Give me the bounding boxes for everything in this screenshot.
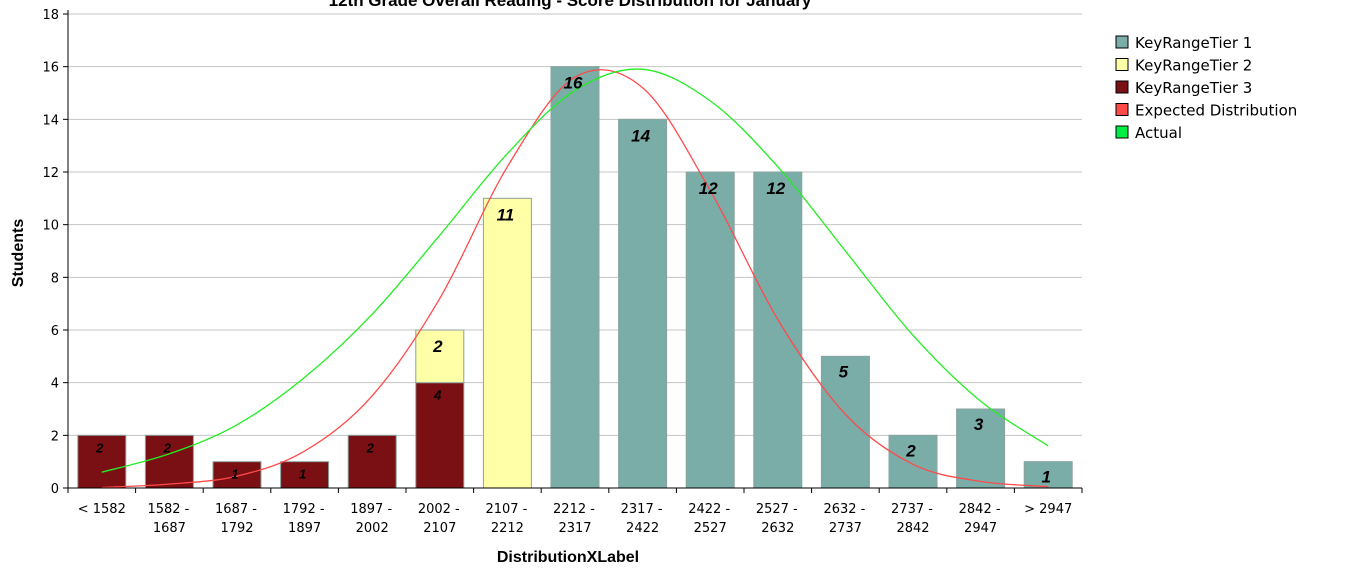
bar [753, 171, 803, 489]
bar [550, 66, 600, 489]
bar-label: 1 [299, 467, 306, 482]
x-tick-label: > 2947 [1024, 502, 1072, 517]
legend-label: KeyRangeTier 3 [1135, 79, 1252, 97]
bar-label: 4 [433, 388, 442, 403]
y-axis-title: Students [10, 219, 27, 288]
bar-label: 14 [631, 126, 650, 145]
axes [63, 10, 1083, 493]
x-tick-label: 1582 - [147, 502, 189, 517]
x-tick-label: 2737 [829, 521, 862, 536]
x-tick-label: 2527 [694, 521, 727, 536]
x-tick-label: 2317 - [621, 502, 663, 517]
bar-label: 3 [974, 415, 984, 434]
y-tick-label: 18 [42, 8, 59, 23]
bar [77, 434, 127, 489]
x-tick-label: 2212 [491, 521, 524, 536]
x-tick-label: 2527 - [756, 502, 798, 517]
line-expected-distribution [101, 69, 1049, 489]
y-tick-label: 2 [51, 429, 59, 444]
x-tick-label: 1687 - [215, 502, 257, 517]
bar-label: 11 [497, 205, 515, 224]
bar-label: 1 [231, 467, 238, 482]
bar-label: 12 [699, 179, 718, 198]
x-tick-label: 2842 [896, 521, 929, 536]
x-tick-label: 2947 [964, 521, 997, 536]
legend-swatch [1115, 80, 1129, 94]
bar [956, 408, 1006, 489]
x-tick-label: 1792 [220, 521, 253, 536]
x-tick-label: 2422 [626, 521, 659, 536]
x-axis-title: DistributionXLabel [497, 549, 639, 566]
y-tick-label: 8 [51, 271, 59, 286]
y-tick-label: 10 [42, 219, 59, 234]
bar [415, 382, 465, 489]
bar [685, 171, 735, 489]
bar [1023, 461, 1073, 489]
bar-label: 16 [564, 74, 583, 93]
x-tick-label: 1897 [288, 521, 321, 536]
bar-label: 2 [366, 440, 375, 455]
y-tick-label: 6 [51, 324, 59, 339]
bar-label: 2 [163, 440, 172, 455]
x-tick-label: 2632 [761, 521, 794, 536]
bar [618, 118, 668, 489]
legend-swatch [1115, 125, 1129, 139]
legend-label: KeyRangeTier 1 [1135, 34, 1252, 52]
x-tick-label: 2212 - [553, 502, 595, 517]
y-tick-label: 14 [42, 113, 59, 128]
legend-label: Expected Distribution [1135, 102, 1297, 120]
chart-title: 12th Grade Overall Reading - Score Distr… [329, 0, 812, 10]
y-tick-labels: 0 2 4 6 8 10 12 14 16 18 [42, 8, 59, 497]
x-tick-label: 1792 - [283, 502, 325, 517]
x-tick-label: 2317 [558, 521, 591, 536]
bar-label: 1 [1041, 468, 1050, 487]
bar-label: 2 [95, 440, 104, 455]
x-tick-label: 2737 - [891, 502, 933, 517]
bar [415, 329, 465, 384]
legend-label: KeyRangeTier 2 [1135, 57, 1252, 75]
legend: KeyRangeTier 1 KeyRangeTier 2 KeyRangeTier… [1115, 34, 1297, 142]
x-tick-label: 2107 - [485, 502, 527, 517]
x-tick-label: 1687 [153, 521, 186, 536]
legend-swatch [1115, 58, 1129, 71]
x-tick-label: 2842 - [959, 502, 1001, 517]
x-tick-label: 2107 [423, 521, 456, 536]
y-tick-label: 16 [42, 61, 59, 76]
x-tick-labels: < 1582 1582 - 1687 1687 - 1792 1792 - 1897 1897… [78, 502, 1073, 536]
bars [77, 66, 1073, 489]
line-actual [101, 68, 1049, 473]
x-tick-label: 2002 - [418, 502, 460, 517]
x-tick-label: 1897 - [350, 502, 392, 517]
x-tick-label: 2002 [356, 521, 389, 536]
y-tick-label: 4 [51, 377, 59, 392]
y-tick-label: 0 [51, 482, 59, 497]
bar-label: 5 [839, 362, 849, 381]
legend-swatch [1115, 35, 1129, 49]
x-tick-label: < 1582 [78, 502, 126, 517]
x-tick-label: 2422 - [688, 502, 730, 517]
legend-label: Actual [1135, 124, 1182, 142]
bar [888, 434, 938, 489]
y-tick-label: 12 [42, 166, 59, 181]
bar-label: 2 [905, 441, 916, 460]
bar-label: 2 [432, 337, 443, 356]
distribution-lines [101, 68, 1049, 489]
bar [482, 197, 532, 489]
bar-label: 12 [766, 179, 785, 198]
x-tick-label: 2632 - [823, 502, 865, 517]
bar [820, 355, 870, 489]
legend-swatch [1115, 103, 1129, 116]
